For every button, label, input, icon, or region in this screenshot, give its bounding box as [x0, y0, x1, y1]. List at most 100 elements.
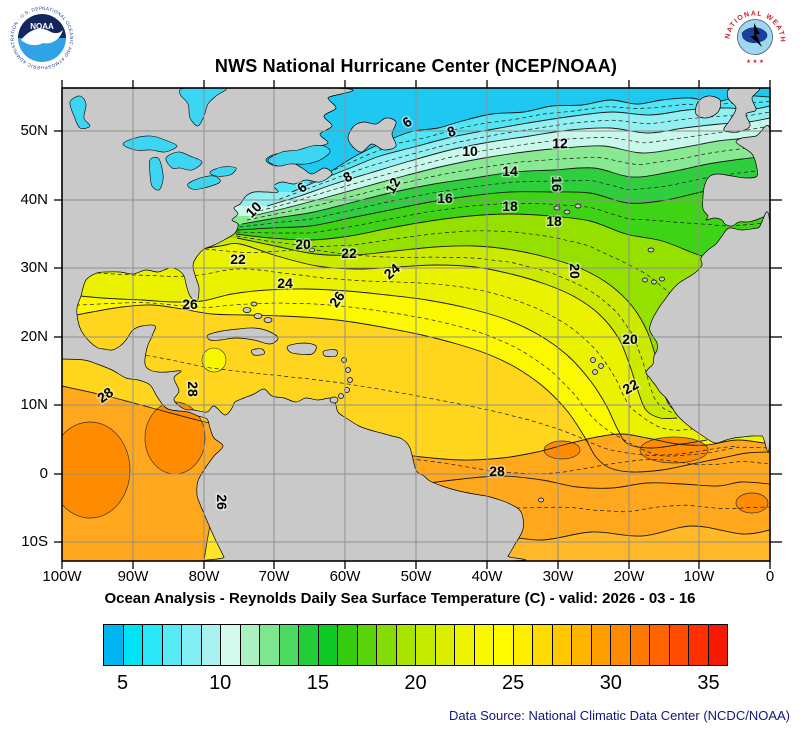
nws-lightning-icon	[750, 23, 762, 47]
contour-label: 18	[502, 198, 518, 214]
noaa-logo-label: NOAA	[30, 22, 54, 31]
colorbar-segments	[103, 624, 728, 666]
contour-label: 16	[549, 176, 565, 192]
colorbar-tick-label: 35	[697, 672, 720, 694]
island	[598, 363, 604, 369]
temperature-colorbar: 5 10 15 20 25 30 35	[103, 624, 728, 700]
colorbar-segment	[395, 625, 415, 665]
landmass-jamaica	[251, 348, 265, 356]
island	[574, 203, 582, 209]
colorbar-segment	[415, 625, 435, 665]
colorbar-segment	[220, 625, 240, 665]
contour-label: 22	[341, 245, 357, 261]
contour-label: 24	[277, 275, 293, 291]
contour-label: 12	[552, 135, 568, 151]
island	[553, 205, 561, 211]
colorbar-segment	[649, 625, 669, 665]
island	[345, 367, 351, 373]
island	[242, 307, 252, 313]
lon-label: 90W	[117, 568, 149, 585]
colorbar-segment	[571, 625, 591, 665]
island	[592, 369, 598, 375]
contour-label: 14	[502, 163, 518, 179]
lon-label: 50W	[400, 568, 432, 585]
colorbar-segment	[181, 625, 201, 665]
colorbar-segment	[161, 625, 181, 665]
colorbar-segment	[454, 625, 474, 665]
lake-stlawrence	[267, 145, 331, 167]
lake-jamesbay	[179, 88, 227, 127]
page-title: NWS National Hurricane Center (NCEP/NOAA…	[214, 56, 618, 76]
colorbar-segment	[668, 625, 688, 665]
island	[590, 357, 596, 363]
colorbar-segment	[142, 625, 162, 665]
axis-ticks	[54, 80, 782, 569]
land-layer	[62, 88, 770, 561]
colorbar-tick-label: 25	[502, 672, 525, 694]
island	[309, 247, 315, 253]
lat-label: 10N	[20, 396, 48, 413]
lon-label: 10W	[683, 568, 715, 585]
colorbar-segment	[337, 625, 357, 665]
contour-label: 10	[462, 143, 478, 159]
island	[659, 276, 665, 282]
lat-label: 0	[39, 465, 48, 482]
lon-label: 100W	[42, 568, 82, 585]
contour-label: 28	[185, 381, 201, 397]
colorbar-segment	[298, 625, 318, 665]
island	[263, 317, 273, 323]
landmass-hispaniola	[286, 342, 317, 356]
contour-label: 16	[437, 190, 453, 206]
island	[253, 313, 263, 319]
island	[347, 377, 353, 383]
colorbar-segment	[356, 625, 376, 665]
island	[341, 357, 347, 363]
colorbar-segment	[239, 625, 259, 665]
island	[538, 497, 544, 503]
colorbar-tick-label: 20	[404, 672, 427, 694]
colorbar-segment	[707, 625, 727, 665]
colorbar-segment	[278, 625, 298, 665]
landmass-africa	[645, 211, 770, 452]
lon-label: 70W	[258, 568, 290, 585]
island	[338, 393, 344, 399]
landmass-pr	[322, 349, 338, 358]
colorbar-segment	[104, 625, 123, 665]
lat-label: 50N	[20, 122, 48, 139]
contour-label: 28	[489, 463, 505, 479]
colorbar-segment	[259, 625, 279, 665]
colorbar-segment	[551, 625, 571, 665]
lat-label: 40N	[20, 191, 48, 208]
colorbar-segment	[512, 625, 532, 665]
island	[642, 277, 648, 283]
lat-label: 10S	[21, 533, 48, 550]
noaa-gull-icon	[21, 28, 63, 46]
island	[250, 301, 258, 307]
lon-label: 0	[765, 568, 775, 585]
landmass-newfoundland	[347, 117, 397, 153]
island	[647, 247, 655, 253]
landmass-ireland	[695, 95, 722, 119]
island	[563, 209, 571, 215]
noaa-logo: NATIONAL OCEANIC AND ATMOSPHERIC ADMINIS…	[9, 5, 75, 71]
colorbar-tick-label: 10	[209, 672, 232, 694]
data-source-note: Data Source: National Climatic Data Cent…	[449, 708, 790, 723]
lon-label: 80W	[188, 568, 220, 585]
colorbar-segment	[122, 625, 142, 665]
graticule	[62, 88, 770, 561]
colorbar-segment	[317, 625, 337, 665]
lake-winnipeg	[69, 95, 91, 129]
lon-label: 60W	[329, 568, 361, 585]
contour-label: 20	[622, 331, 638, 347]
landmass-cuba	[206, 327, 279, 345]
contour-label: 20	[567, 263, 583, 279]
lake-huron	[165, 151, 203, 171]
contour-label: 22	[230, 251, 246, 267]
lat-label: 20N	[20, 328, 48, 345]
map-area: 6 8 10 12 14 16 6 8 12 10 16 18 18 20 20 22 22 24 24 26 26 20…	[20, 80, 782, 585]
lake-ontario	[209, 166, 237, 177]
colorbar-segment	[376, 625, 396, 665]
